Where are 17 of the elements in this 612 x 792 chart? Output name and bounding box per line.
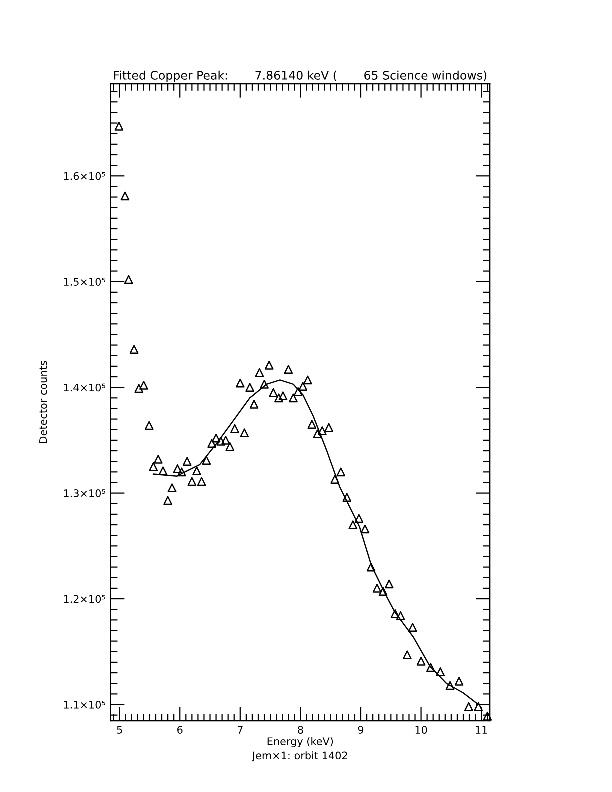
x-tick-label: 5 <box>117 726 122 734</box>
x-tick-label: 9 <box>358 726 364 734</box>
chart-title: Fitted Copper Peak: 7.86140 keV ( 65 Science windows) <box>114 70 487 82</box>
text: Jem×1: orbit 1402 <box>252 752 348 762</box>
x-tick-label: 6 <box>178 726 183 734</box>
x-tick-label: 10 <box>416 726 428 734</box>
x-axis-title: Energy (keV) <box>268 737 334 748</box>
x-tick-label: 11 <box>476 726 488 734</box>
y-tick-label: 1.3×10⁵ <box>64 490 106 498</box>
y-tick-label: 1.2×10⁵ <box>64 595 106 604</box>
y-axis-title: Detector counts <box>40 361 48 444</box>
x-tick-label: 8 <box>298 726 304 734</box>
x-tick-label: 7 <box>238 726 243 734</box>
y-tick-label: 1.6×10⁵ <box>64 172 106 180</box>
y-tick-label: 1.1×10⁵ <box>64 700 106 709</box>
y-tick-label: 1.4×10⁵ <box>64 384 106 392</box>
y-tick-label: 1.5×10⁵ <box>64 278 106 286</box>
